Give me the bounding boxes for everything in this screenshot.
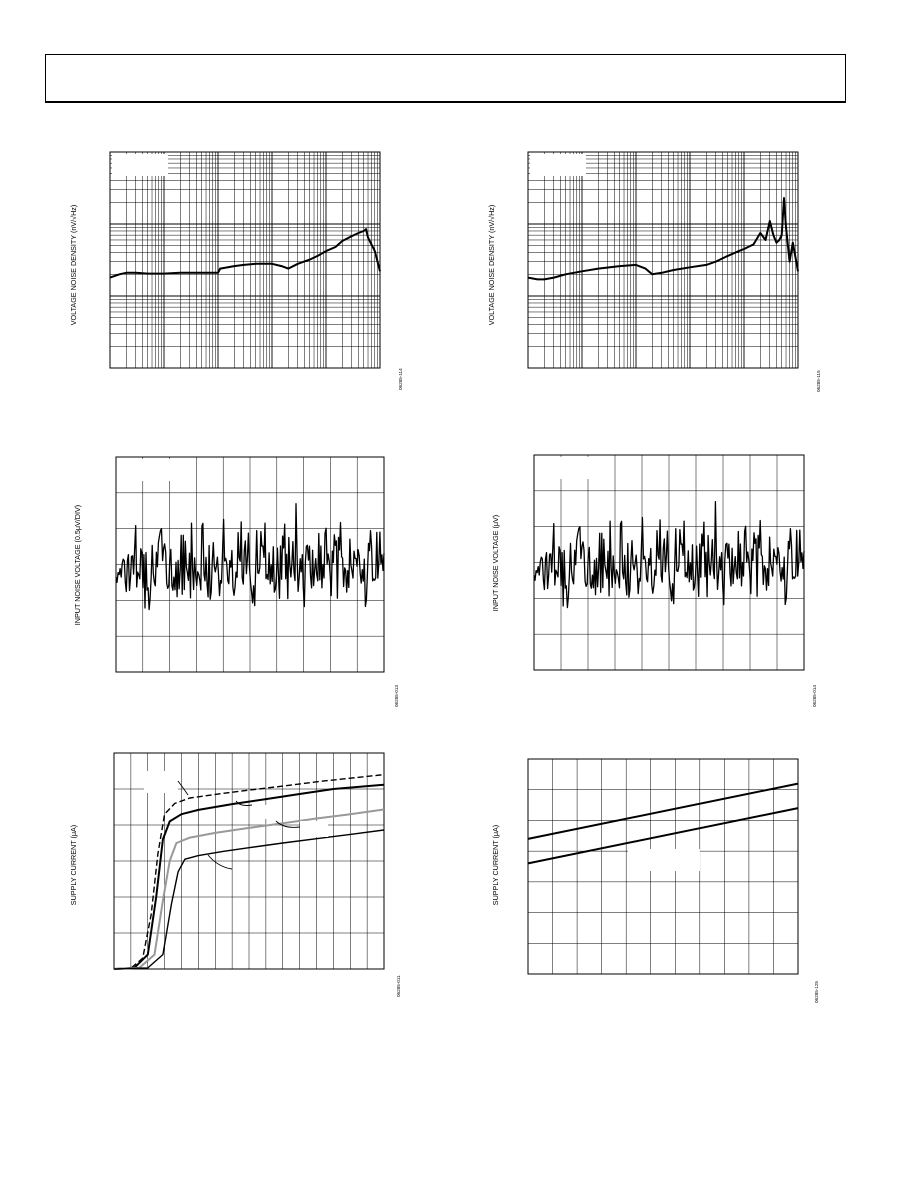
page-header-box <box>45 54 846 103</box>
figure-id: 06285-114 <box>398 368 403 390</box>
svg-text:SUPPLY CURRENT (μA): SUPPLY CURRENT (μA) <box>69 825 78 905</box>
series-line-3 <box>113 808 385 970</box>
svg-text:06285-125: 06285-125 <box>814 981 819 1003</box>
legend-blank <box>530 154 586 176</box>
series-group <box>113 773 385 970</box>
svg-text:INPUT NOISE VOLTAGE (μV): INPUT NOISE VOLTAGE (μV) <box>491 515 500 611</box>
series-group <box>109 228 381 279</box>
plot-frame <box>109 151 381 369</box>
series-line-1 <box>109 228 381 279</box>
svg-text:06285-014: 06285-014 <box>812 685 817 707</box>
series-line-2 <box>113 783 385 970</box>
y-axis-label: VOLTAGE NOISE DENSITY (nV/√Hz) <box>69 205 78 326</box>
chart-supply-current-2: SUPPLY CURRENT (μA) 06285-125 <box>491 758 819 1003</box>
series-group <box>527 197 799 281</box>
series-line-2 <box>527 807 799 865</box>
grid <box>114 753 384 969</box>
chart-input-noise-2: INPUT NOISE VOLTAGE (μV) 06285-014 <box>491 454 817 707</box>
series-group <box>533 501 805 609</box>
series-line-1 <box>533 501 805 609</box>
legend-blank <box>628 849 700 871</box>
svg-text:06285-013: 06285-013 <box>394 685 399 707</box>
legend-blank <box>112 154 168 176</box>
svg-text:06285-115: 06285-115 <box>816 370 821 392</box>
callout-blank-3 <box>300 821 328 837</box>
figure-id: 06285-115 <box>816 370 821 392</box>
callout-leader-1 <box>177 780 189 796</box>
chart-input-noise-1: INPUT NOISE VOLTAGE (0.5μV/DIV) 06285-01… <box>73 456 399 707</box>
callout-leader-2 <box>235 800 253 806</box>
series-group <box>527 782 799 865</box>
series-line-1 <box>113 773 385 970</box>
y-axis-label: INPUT NOISE VOLTAGE (0.5μV/DIV) <box>73 505 82 625</box>
chart-noise-density-1: VOLTAGE NOISE DENSITY (nV/√Hz) 06285-114 <box>69 151 403 390</box>
y-axis-label: SUPPLY CURRENT (μA) <box>491 825 500 905</box>
svg-text:06285-011: 06285-011 <box>396 975 401 997</box>
series-line-1 <box>115 503 385 611</box>
svg-text:VOLTAGE NOISE DENSITY (nV/√Hz): VOLTAGE NOISE DENSITY (nV/√Hz) <box>69 205 78 326</box>
y-axis-label: VOLTAGE NOISE DENSITY (nV/√Hz) <box>487 205 496 326</box>
callout-leader-4 <box>207 854 233 870</box>
figure-id: 06285-013 <box>394 685 399 707</box>
legend-blank <box>536 457 591 479</box>
callout-blank-2 <box>252 805 276 819</box>
grid <box>116 457 384 672</box>
svg-text:06285-114: 06285-114 <box>398 368 403 390</box>
grid <box>110 152 380 368</box>
callout-leader-3 <box>275 820 301 828</box>
figure-id: 06285-014 <box>812 685 817 707</box>
callout-blank-1 <box>144 771 178 793</box>
y-axis-label: SUPPLY CURRENT (μA) <box>69 825 78 905</box>
svg-text:SUPPLY CURRENT (μA): SUPPLY CURRENT (μA) <box>491 825 500 905</box>
plot-frame <box>527 151 799 369</box>
figure-id: 06285-125 <box>814 981 819 1003</box>
series-group <box>115 503 385 611</box>
curve-callouts <box>144 771 328 870</box>
series-line-1 <box>527 782 799 840</box>
legend-blank <box>118 459 173 481</box>
series-line-4 <box>113 829 385 970</box>
svg-text:INPUT NOISE VOLTAGE (0.5μV/DIV: INPUT NOISE VOLTAGE (0.5μV/DIV) <box>73 505 82 625</box>
chart-supply-current-1: SUPPLY CURRENT (μA) 06285-011 <box>69 752 401 997</box>
series-line-1 <box>527 197 799 281</box>
figure-id: 06285-011 <box>396 975 401 997</box>
chart-noise-density-2: VOLTAGE NOISE DENSITY (nV/√Hz) 06285-115 <box>487 151 821 392</box>
plot-frame <box>527 758 799 975</box>
grid <box>528 152 798 368</box>
y-axis-label: INPUT NOISE VOLTAGE (μV) <box>491 515 500 611</box>
svg-text:VOLTAGE NOISE DENSITY (nV/√Hz): VOLTAGE NOISE DENSITY (nV/√Hz) <box>487 205 496 326</box>
